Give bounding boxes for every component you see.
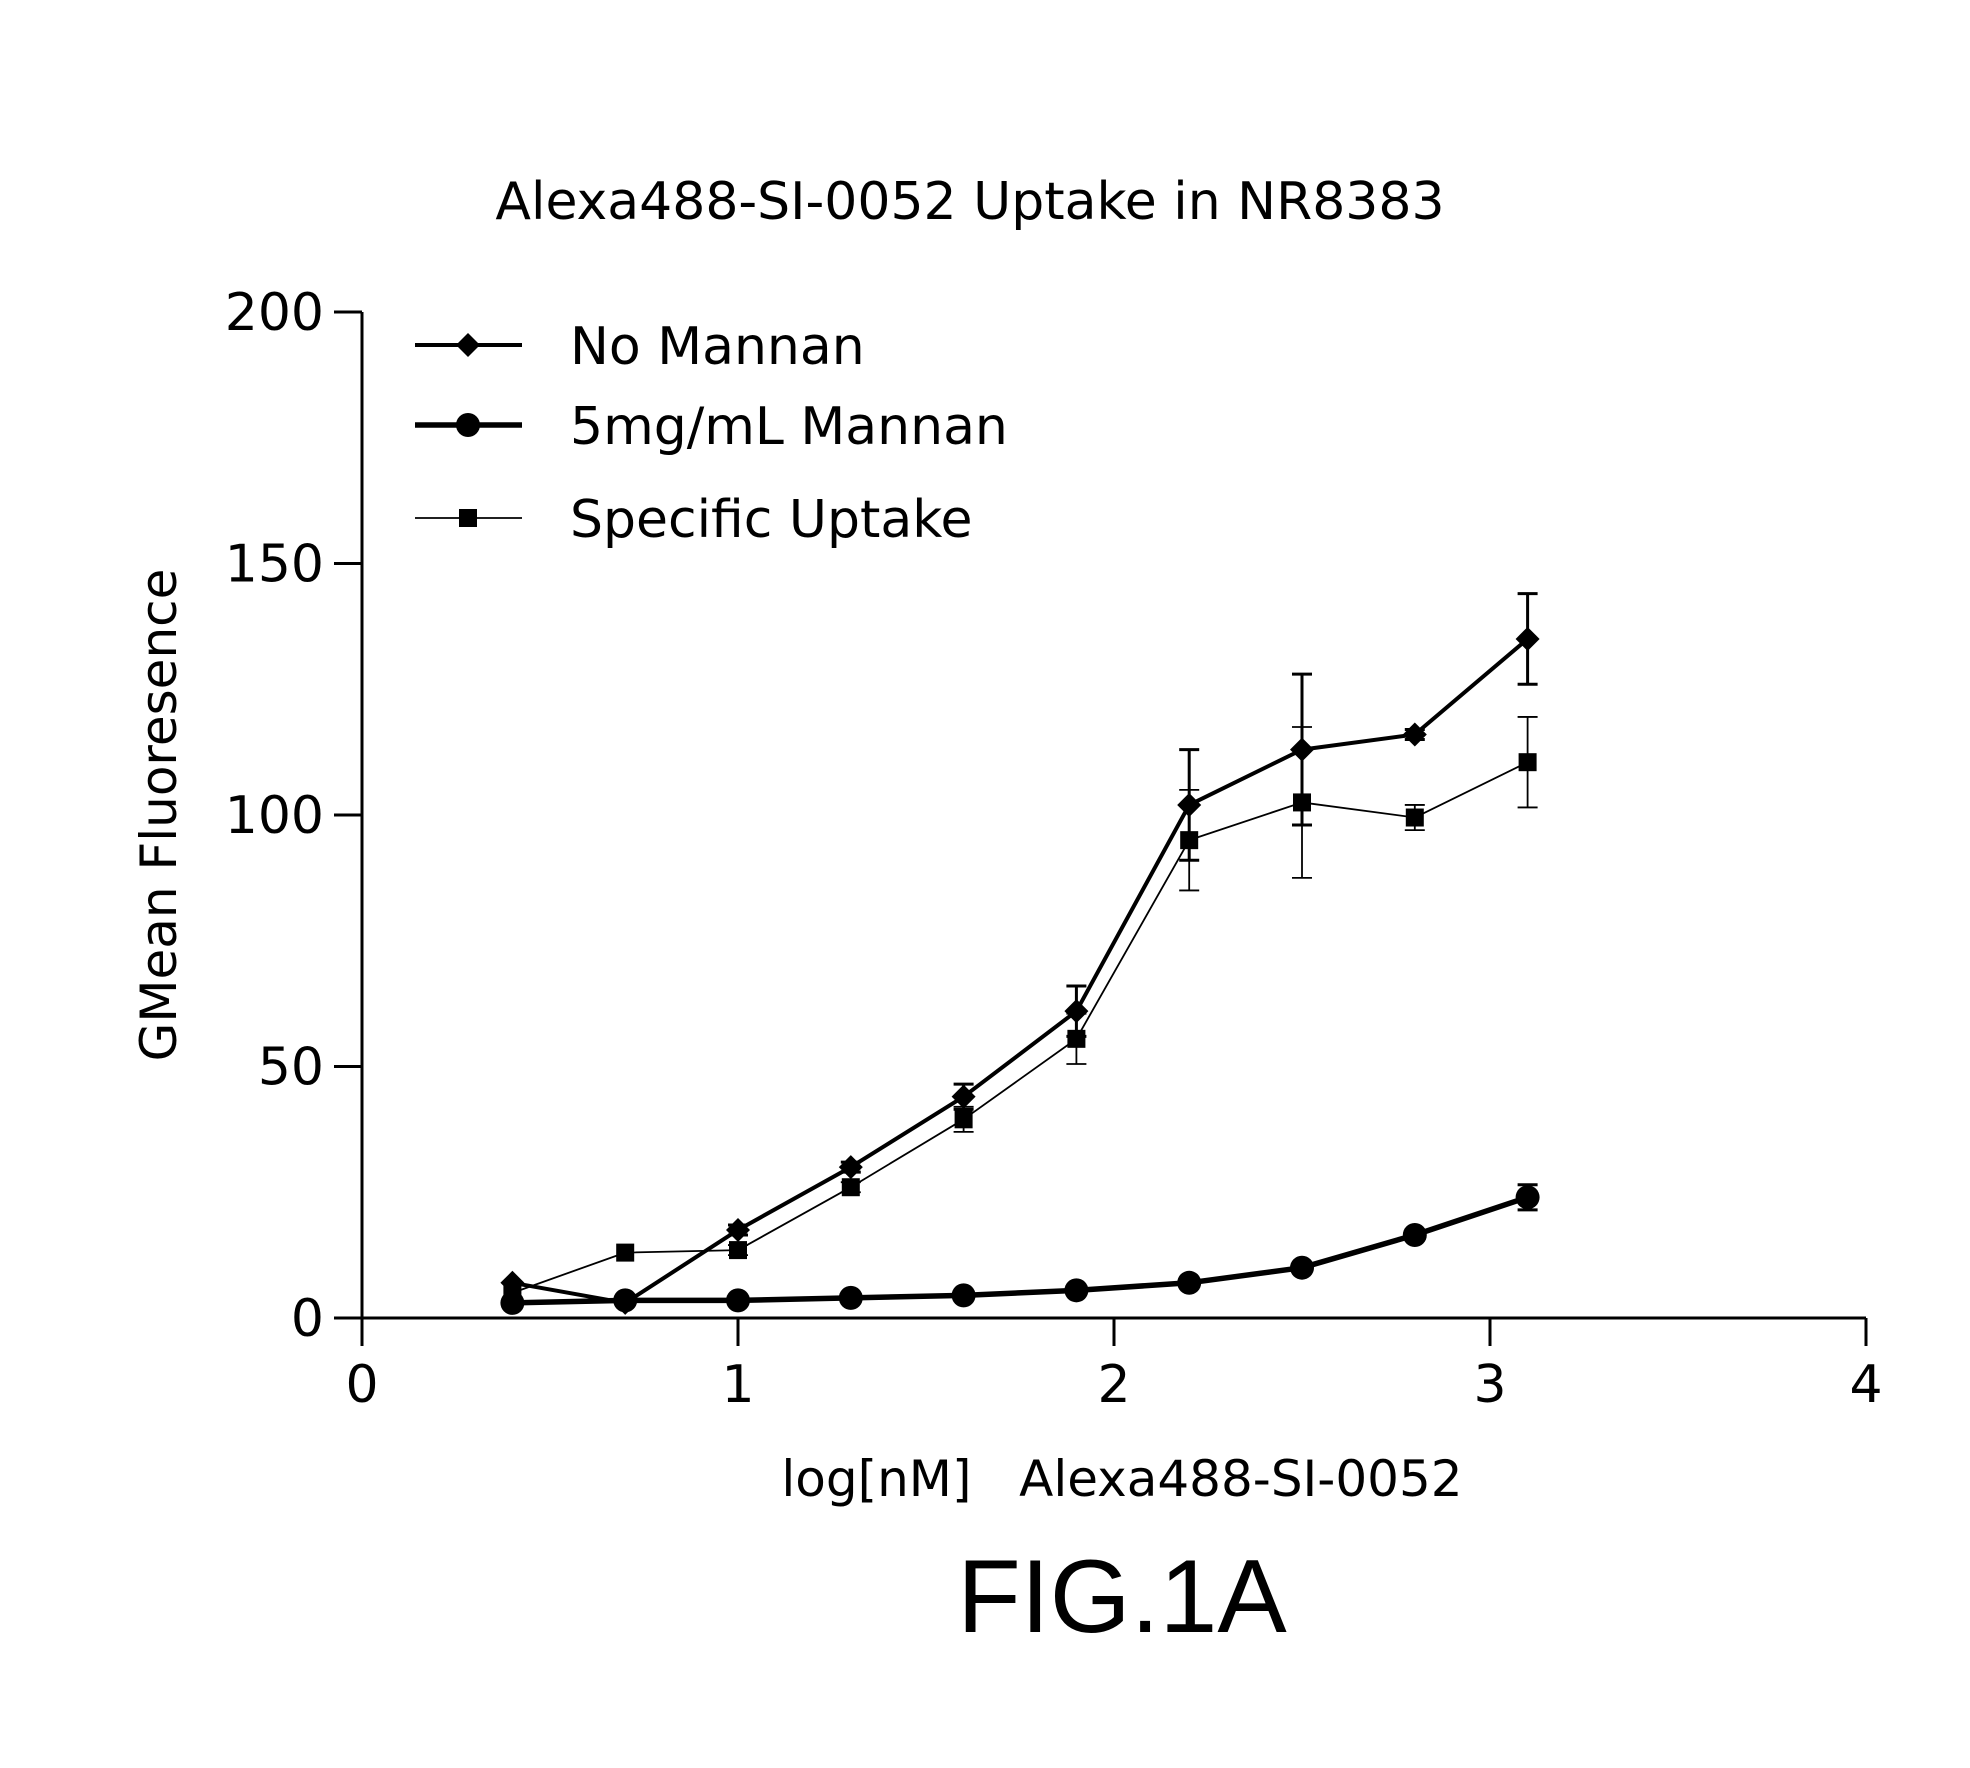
data-point xyxy=(839,1286,863,1310)
series-line xyxy=(512,1197,1527,1303)
y-tick-label: 50 xyxy=(258,1038,324,1098)
series-line xyxy=(512,639,1527,1303)
y-tick-label: 150 xyxy=(225,535,324,595)
data-point xyxy=(952,1283,976,1307)
data-point xyxy=(1516,1185,1540,1209)
chart-title: Alexa488-SI-0052 Uptake in NR8383 xyxy=(495,172,1444,232)
series-no-mannan xyxy=(500,594,1539,1315)
data-point xyxy=(726,1288,750,1312)
data-point xyxy=(729,1241,747,1259)
series-line xyxy=(512,762,1527,1293)
figure-label: FIG.1A xyxy=(957,1539,1287,1655)
data-point xyxy=(1064,1278,1088,1302)
x-tick-label: 3 xyxy=(1473,1355,1506,1415)
data-point xyxy=(839,1155,863,1179)
legend-label: No Mannan xyxy=(570,317,865,377)
data-point xyxy=(1177,1271,1201,1295)
data-point xyxy=(1177,793,1201,817)
legend-item: No Mannan xyxy=(415,317,865,377)
data-point xyxy=(616,1244,634,1262)
x-tick-label: 2 xyxy=(1097,1355,1130,1415)
series-specific-uptake xyxy=(503,717,1537,1302)
x-tick-label: 4 xyxy=(1849,1355,1882,1415)
legend-label: Specific Uptake xyxy=(570,490,973,550)
legend-marker xyxy=(456,333,480,357)
data-point xyxy=(613,1288,637,1312)
y-tick-label: 100 xyxy=(225,786,324,846)
legend-marker xyxy=(456,413,480,437)
legend-item: Specific Uptake xyxy=(415,490,973,550)
x-axis-label: log[nM] Alexa488-SI-0052 xyxy=(781,1450,1462,1508)
data-point xyxy=(955,1110,973,1128)
y-tick-label: 200 xyxy=(225,283,324,343)
x-ticks: 0 1 2 3 4 xyxy=(345,1318,1882,1415)
legend: No Mannan 5mg/mL Mannan Specific Uptake xyxy=(415,317,1008,550)
data-point xyxy=(842,1178,860,1196)
series-5mg-ml-mannan xyxy=(500,1185,1539,1315)
axes xyxy=(362,312,1866,1318)
y-tick-label: 0 xyxy=(291,1289,324,1349)
data-point xyxy=(500,1291,524,1315)
y-axis-label: GMean Fluoresence xyxy=(130,569,188,1062)
legend-item: 5mg/mL Mannan xyxy=(415,397,1008,457)
data-point xyxy=(1403,1223,1427,1247)
data-point xyxy=(1519,753,1537,771)
legend-marker xyxy=(459,509,477,527)
y-ticks: 0 50 100 150 200 xyxy=(225,283,362,1349)
data-point xyxy=(1290,738,1314,762)
data-point xyxy=(1290,1256,1314,1280)
plot-area xyxy=(500,594,1539,1315)
x-tick-label: 1 xyxy=(721,1355,754,1415)
legend-label: 5mg/mL Mannan xyxy=(570,397,1008,457)
data-point xyxy=(726,1218,750,1242)
x-tick-label: 0 xyxy=(345,1355,378,1415)
data-point xyxy=(1406,809,1424,827)
